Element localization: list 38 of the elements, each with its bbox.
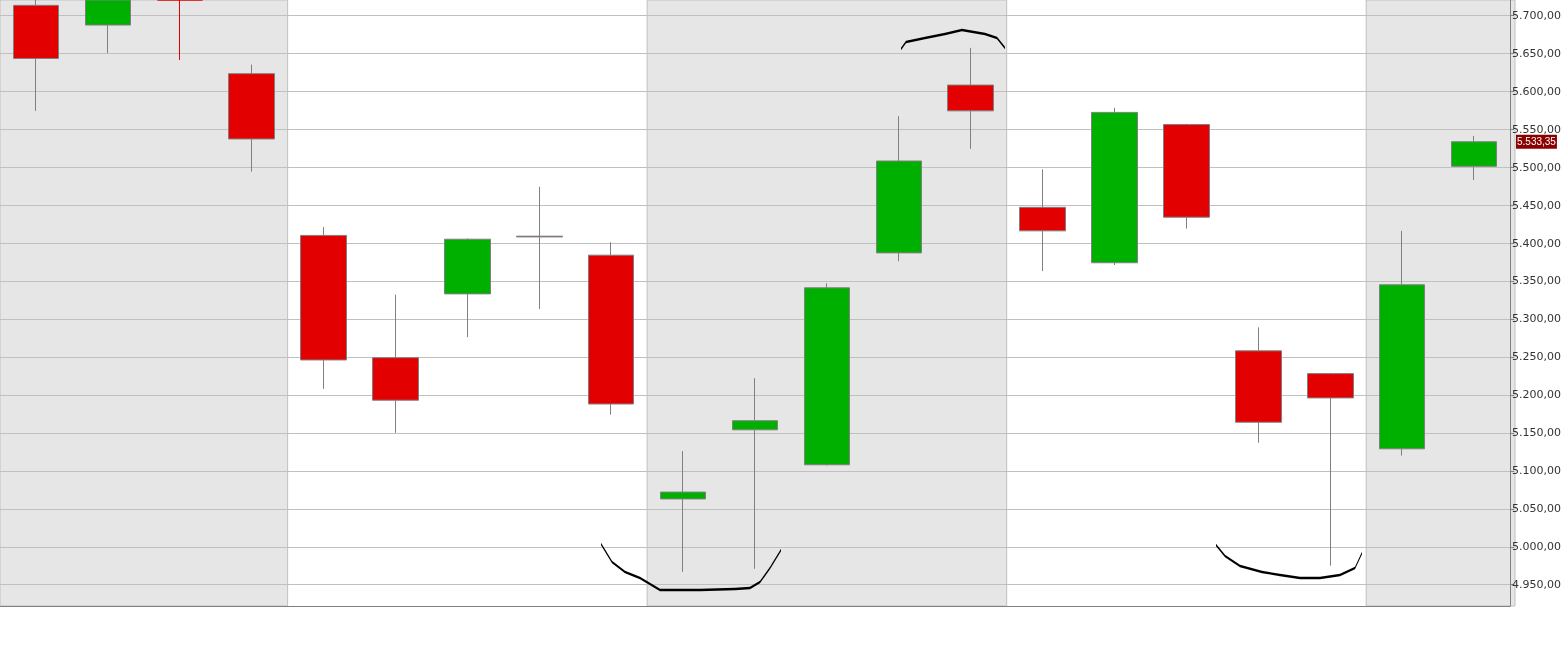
y-tick-label: 5.050,00	[1512, 502, 1561, 516]
y-tick-label: 5.450,00	[1512, 198, 1561, 212]
text: 5.533,35	[1517, 136, 1557, 148]
y-tick-label: 5.250,00	[1512, 350, 1561, 364]
y-tick-label: 5.500,00	[1512, 160, 1561, 174]
candlestick	[1163, 123, 1210, 230]
candlestick	[85, 0, 131, 54]
y-tick-label: 5.650,00	[1512, 46, 1561, 60]
candlestick	[1091, 107, 1138, 266]
y-tick-label: 5.100,00	[1512, 464, 1561, 478]
candlestick	[804, 282, 850, 467]
y-tick-label: 5.700,00	[1512, 8, 1561, 22]
y-tick-label: 5.400,00	[1512, 236, 1561, 250]
y-tick-label: 5.550,00	[1512, 122, 1561, 136]
candlestick	[157, 0, 203, 61]
candlestick	[947, 47, 994, 150]
candlestick	[372, 294, 419, 434]
candlestick	[13, 0, 59, 112]
candlestick	[228, 64, 275, 173]
y-tick-label: 4.950,00	[1512, 578, 1561, 592]
y-tick-label: 5.300,00	[1512, 312, 1561, 326]
candlestick	[1019, 168, 1066, 272]
y-tick-label: 5.200,00	[1512, 388, 1561, 402]
y-tick-label: 5.350,00	[1512, 274, 1561, 288]
candlestick	[732, 377, 778, 570]
candlestick	[660, 450, 706, 573]
candlestick	[516, 186, 563, 310]
candlestick	[300, 226, 347, 390]
candlestick	[1451, 135, 1497, 181]
candlestick	[1379, 230, 1425, 457]
candlestick	[876, 115, 922, 262]
y-tick-label: 5.150,00	[1512, 426, 1561, 440]
candlestick	[1307, 372, 1354, 567]
y-tick-label: 5.000,00	[1512, 540, 1561, 554]
candlestick	[1235, 326, 1282, 444]
candlestick	[588, 241, 634, 416]
candlestick	[444, 237, 491, 338]
y-tick-label: 5.600,00	[1512, 84, 1561, 98]
